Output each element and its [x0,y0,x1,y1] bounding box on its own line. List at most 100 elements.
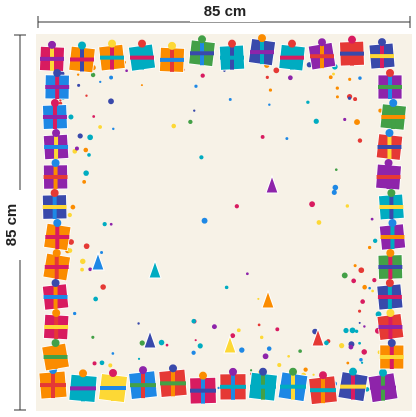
gift-ribbon [310,388,336,393]
confetti [354,329,359,333]
gift-bow [288,39,296,48]
gift-bow [259,367,267,376]
gift-bow [388,219,397,227]
confetti [92,361,97,366]
confetti [193,109,196,112]
confetti [200,73,205,78]
gift-bow [51,159,60,167]
confetti [80,267,84,272]
confetti [194,339,197,342]
confetti [346,361,350,365]
confetti [68,239,74,245]
gift-bow [385,279,394,287]
confetti [108,98,114,105]
confetti [102,222,107,227]
confetti [273,67,280,74]
confetti [230,333,236,339]
gift-bow [168,41,176,50]
confetti [359,358,363,362]
confetti [99,80,102,84]
gift-bow [387,339,396,347]
gift-ribbon [340,384,366,389]
confetti [260,135,265,139]
confetti [265,75,269,79]
confetti [348,77,352,81]
confetti [83,147,89,153]
confetti [360,361,364,364]
gift-bow [169,364,177,373]
confetti [191,350,196,355]
confetti [239,347,245,353]
party-hat [148,259,162,279]
confetti [83,243,90,250]
confetti [76,73,80,76]
confetti [197,343,203,349]
confetti [112,127,115,131]
confetti [109,75,114,80]
confetti [332,184,339,191]
gift-bow [386,249,395,257]
confetti [335,86,339,90]
confetti [324,340,329,346]
confetti [370,217,374,221]
confetti [358,267,365,274]
confetti [139,340,145,346]
confetti [351,278,357,284]
gift-bow [379,368,387,377]
confetti [347,96,352,100]
gift-ribbon [44,265,69,269]
confetti [275,327,280,332]
confetti [224,285,229,290]
gift-ribbon [250,50,274,55]
gift-ribbon [370,385,396,390]
confetti [358,341,361,345]
party-hat [143,329,157,349]
gift-bow [389,99,398,107]
gift-bow [228,39,236,48]
confetti [88,267,92,272]
confetti [358,309,362,313]
gift-bow [229,367,237,376]
gift-ribbon [220,55,244,60]
confetti [82,180,87,184]
confetti [91,335,95,339]
confetti [268,103,271,106]
confetti [358,76,362,80]
gift-ribbon [100,55,124,60]
confetti [345,204,350,208]
gift-bow [139,366,147,375]
confetti [313,118,319,124]
gift-bow [378,38,386,47]
height-label: 85 cm [3,204,20,247]
gift-bow [387,189,396,197]
gift-ribbon [370,54,394,59]
confetti [343,117,347,122]
confetti [93,296,99,302]
confetti [354,119,360,126]
gift-bow [258,34,266,43]
party-hat [223,334,237,354]
confetti [234,204,239,209]
party-hat [261,289,275,309]
confetti [266,346,272,351]
confetti [349,327,356,334]
gift-bow [53,219,62,227]
gift-ribbon [43,175,68,179]
gift-ribbon [160,381,186,386]
confetti [262,353,269,360]
gift-bow [79,369,87,378]
confetti [268,88,273,92]
confetti [372,278,377,283]
gift-ribbon [379,205,404,209]
gift-ribbon [380,235,405,239]
gift-bow [386,309,395,317]
gift-bow [52,249,61,257]
confetti [357,138,363,143]
confetti [332,72,335,76]
gift-ribbon [70,386,96,391]
confetti [217,386,220,390]
confetti [298,349,302,353]
confetti [358,321,361,324]
confetti [77,133,83,139]
